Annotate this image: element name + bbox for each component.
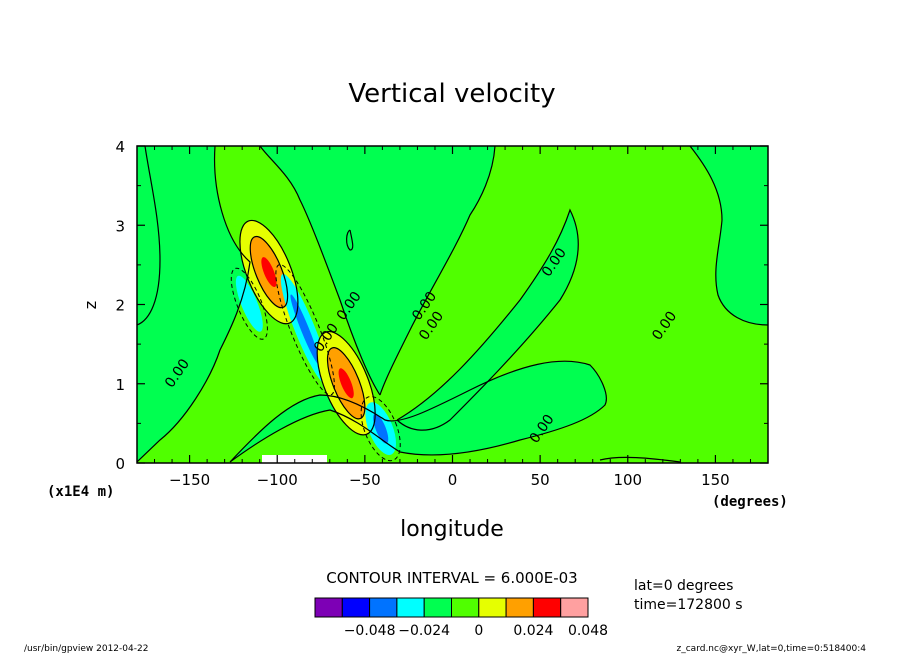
- x-tick-label: −50: [349, 471, 381, 489]
- negative-region-upper: [260, 146, 495, 395]
- colorbar-swatch: [478, 597, 507, 618]
- colorbar-swatch: [314, 597, 343, 618]
- negative-region-center: [397, 210, 579, 431]
- chart-title: Vertical velocity: [348, 79, 555, 109]
- x-tick-label: 50: [531, 471, 550, 489]
- contour-lines: [137, 146, 768, 463]
- negative-region-east: [690, 146, 768, 325]
- y-axis: 0 1 2 3 4: [115, 138, 768, 473]
- colorbar-tick-label: −0.024: [398, 623, 450, 639]
- colorbar-tick-label: −0.048: [344, 623, 396, 639]
- colorbar-swatch: [396, 597, 425, 618]
- plot-area: 0.000.000.000.000.000.000.000.00: [137, 146, 768, 463]
- footer-left: /usr/bin/gpview 2012-04-22: [24, 644, 148, 654]
- colorbar: [314, 597, 589, 618]
- colorbar-labels: −0.048 −0.024 0 0.024 0.048: [344, 623, 608, 639]
- negative-region-lower: [230, 361, 607, 462]
- y-tick-label: 0: [115, 455, 125, 473]
- info-lat: lat=0 degrees: [634, 578, 733, 594]
- colorbar-swatch: [560, 597, 589, 618]
- colorbar-swatch: [341, 597, 371, 618]
- y-tick-label: 2: [115, 297, 125, 315]
- colorbar-tick-label: 0: [474, 623, 483, 639]
- colorbar-tick-label: 0.048: [568, 623, 608, 639]
- x-tick-label: 100: [613, 471, 642, 489]
- x-axis-label: longitude: [400, 517, 504, 542]
- solid-wave-contours: [239, 219, 376, 436]
- x-tick-label: 150: [701, 471, 730, 489]
- colorbar-swatch: [505, 597, 534, 618]
- x-tick-label: −150: [169, 471, 210, 489]
- x-axis: −150 −100 −50 0 50 100 150: [154, 146, 751, 489]
- colorbar-tick-label: 0.024: [513, 623, 553, 639]
- footer-right: z_card.nc@xyr_W,lat=0,time=0:518400:4: [677, 644, 867, 654]
- y-axis-label: z: [81, 301, 100, 309]
- y-tick-label: 1: [115, 376, 125, 394]
- contour-interval: CONTOUR INTERVAL = 6.000E-03: [326, 569, 577, 587]
- colorbar-swatch: [369, 597, 398, 618]
- x-unit-label: (degrees): [712, 494, 788, 510]
- negative-region-west: [137, 146, 250, 462]
- colorbar-swatch: [451, 597, 480, 618]
- x-tick-label: −100: [257, 471, 298, 489]
- info-time: time=172800 s: [634, 597, 743, 613]
- colorbar-swatch: [532, 597, 562, 618]
- y-unit-label: (x1E4 m): [47, 484, 114, 500]
- y-tick-label: 3: [115, 217, 125, 235]
- x-tick-label: 0: [448, 471, 458, 489]
- y-tick-label: 4: [115, 138, 125, 156]
- colorbar-swatch: [423, 597, 453, 618]
